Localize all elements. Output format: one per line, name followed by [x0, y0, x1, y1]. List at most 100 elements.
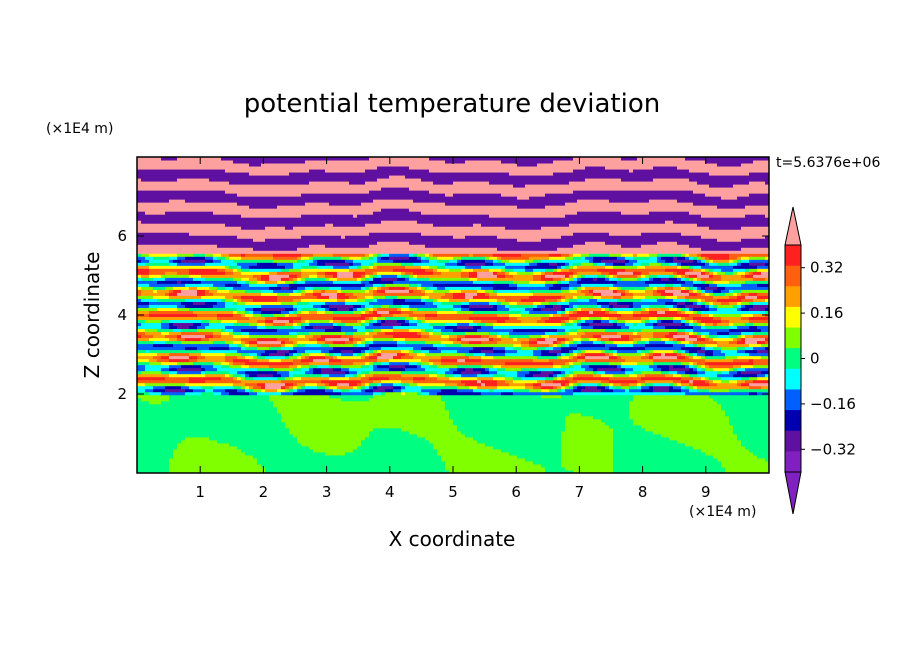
field-cell [137, 271, 150, 275]
field-cell [433, 325, 446, 330]
field-cell [413, 349, 422, 354]
field-cell [609, 271, 618, 275]
field-cell [293, 352, 298, 357]
field-cell [353, 259, 378, 263]
field-cell [221, 334, 234, 339]
field-cell [381, 283, 386, 287]
field-cell [697, 289, 702, 293]
field-cell [245, 376, 254, 381]
field-cell [429, 373, 438, 378]
field-cell [233, 385, 242, 390]
field-cell [729, 421, 769, 426]
field-cell [501, 364, 554, 369]
field-cell [713, 313, 742, 318]
field-cell [245, 310, 250, 314]
field-cell [629, 289, 646, 293]
field-cell [681, 262, 706, 266]
field-cell [281, 379, 322, 384]
field-cell [445, 262, 458, 266]
field-cell [137, 253, 142, 257]
field-cell [645, 382, 654, 387]
field-cell [681, 388, 690, 393]
field-cell [445, 382, 458, 387]
field-cell [461, 289, 478, 293]
field-cell [741, 262, 750, 266]
field-cell [189, 352, 202, 357]
field-cell [741, 337, 746, 342]
field-cell [673, 340, 678, 345]
field-cell [397, 277, 406, 281]
field-cell [553, 271, 574, 275]
field-cell [633, 256, 650, 260]
field-cell [693, 310, 698, 314]
field-cell [261, 385, 266, 390]
field-cell [417, 220, 666, 224]
x-tick-label: 1 [195, 483, 205, 501]
field-cell [277, 271, 302, 275]
field-cell [565, 421, 606, 426]
field-cell [693, 352, 698, 357]
field-cell [721, 319, 730, 324]
field-cell [741, 256, 750, 260]
field-cell [305, 385, 318, 390]
field-cell [709, 184, 734, 188]
field-cell [705, 379, 710, 384]
field-cell [217, 244, 310, 248]
field-cell [505, 373, 518, 378]
field-cell [137, 187, 382, 191]
field-cell [713, 379, 722, 384]
field-cell [633, 292, 654, 296]
field-cell [417, 286, 422, 290]
field-cell [373, 385, 378, 390]
field-cell [753, 271, 762, 275]
field-cell [737, 304, 742, 308]
field-cell [249, 364, 270, 369]
field-cell [673, 283, 682, 287]
field-cell [641, 244, 690, 248]
field-cell [265, 385, 282, 390]
field-cell [265, 280, 278, 284]
field-cell [369, 244, 426, 248]
field-cell [569, 301, 598, 305]
field-cell [737, 355, 762, 360]
field-cell [765, 310, 769, 314]
field-cell [265, 355, 286, 360]
field-cell [389, 358, 422, 363]
field-cell [581, 253, 590, 257]
field-cell [341, 349, 354, 354]
field-cell [605, 262, 614, 266]
field-cell [565, 385, 570, 390]
field-cell [181, 328, 198, 333]
field-cell [369, 370, 402, 375]
field-cell [617, 301, 634, 305]
field-cell [685, 157, 769, 161]
field-cell [705, 370, 718, 375]
field-cell [161, 325, 170, 330]
field-cell [473, 253, 494, 257]
field-cell [541, 226, 710, 230]
field-cell [637, 277, 642, 281]
field-cell [273, 313, 286, 318]
field-cell [497, 298, 506, 302]
colorbar-tick-label: −0.32 [810, 440, 856, 458]
field-cell [485, 382, 498, 387]
field-cell [509, 301, 518, 305]
field-cell [513, 328, 558, 333]
field-cell [689, 169, 769, 173]
field-cell [617, 289, 626, 293]
field-cell [653, 430, 734, 435]
field-cell [293, 262, 310, 266]
field-cell [473, 223, 482, 227]
field-cell [689, 373, 698, 378]
field-cell [529, 340, 538, 345]
field-cell [201, 337, 210, 342]
field-cell [201, 364, 214, 369]
field-cell [393, 328, 410, 333]
field-cell [561, 445, 614, 450]
field-cell [737, 340, 746, 345]
field-cell [237, 376, 242, 381]
field-cell [293, 265, 302, 269]
field-cell [545, 304, 554, 308]
field-cell [165, 211, 214, 215]
field-cell [493, 304, 498, 308]
